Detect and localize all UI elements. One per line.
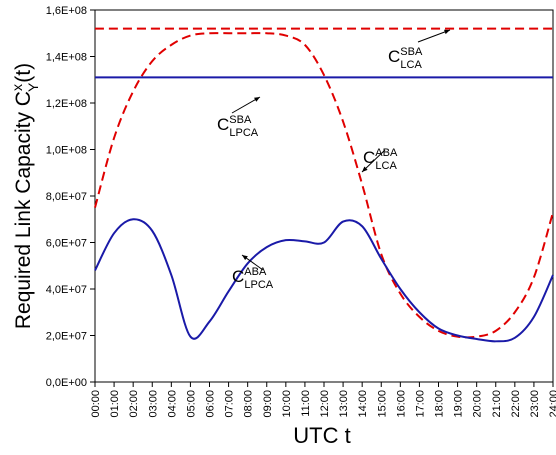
annotation-arrowhead xyxy=(444,29,450,35)
x-tick-label: 24:00 xyxy=(548,390,556,418)
x-tick-label: 17:00 xyxy=(414,390,426,418)
annotation-sup: SBA xyxy=(229,114,252,126)
y-tick-label: 4,0E+07 xyxy=(46,284,87,296)
y-tick-label: 8,0E+07 xyxy=(46,191,87,203)
y-tick-label: 1,2E+08 xyxy=(46,98,87,110)
x-tick-label: 12:00 xyxy=(319,390,331,418)
y-label-sub: Y xyxy=(25,82,41,92)
x-tick-label: 21:00 xyxy=(491,390,503,418)
x-tick-label: 05:00 xyxy=(185,390,197,418)
annotation-sup: ABA xyxy=(244,266,267,278)
y-label-suffix: (t) xyxy=(12,63,35,83)
x-tick-label: 08:00 xyxy=(243,390,255,418)
y-axis-label: Required Link Capacity CxY(t) xyxy=(9,63,41,329)
annotation: CSBA LCA xyxy=(388,46,423,71)
y-tick-label: 2,0E+07 xyxy=(46,331,87,343)
x-tick-label: 02:00 xyxy=(128,390,140,418)
y-tick-label: 1,4E+08 xyxy=(46,52,87,64)
annotation-sub: LPCA xyxy=(244,279,273,291)
x-tick-label: 03:00 xyxy=(147,390,159,418)
x-tick-label: 20:00 xyxy=(472,390,484,418)
x-tick-label: 04:00 xyxy=(166,390,178,418)
x-tick-label: 13:00 xyxy=(338,390,350,418)
x-tick-label: 09:00 xyxy=(262,390,274,418)
x-tick-label: 11:00 xyxy=(300,390,312,417)
x-tick-label: 07:00 xyxy=(224,390,236,418)
x-tick-label: 18:00 xyxy=(434,390,446,418)
annotation: CSBA LPCA xyxy=(217,114,259,139)
series-line xyxy=(94,218,554,343)
y-tick-label: 6,0E+07 xyxy=(46,238,87,250)
annotation: CABA LCA xyxy=(363,147,398,172)
annotation-main: C xyxy=(217,115,229,134)
annotation-sup: ABA xyxy=(375,147,398,159)
x-tick-label: 19:00 xyxy=(453,390,465,418)
annotation-arrowhead xyxy=(242,255,248,261)
x-tick-label: 06:00 xyxy=(205,390,217,418)
x-tick-label: 15:00 xyxy=(376,390,388,418)
x-tick-label: 14:00 xyxy=(357,390,369,418)
annotation: CABA LPCA xyxy=(232,266,274,291)
annotation-sub: LCA xyxy=(375,160,397,172)
annotation-sub: LCA xyxy=(400,59,422,71)
x-tick-label: 10:00 xyxy=(281,390,293,418)
x-tick-label: 16:00 xyxy=(395,390,407,418)
series-line xyxy=(94,32,554,339)
annotation-sup: SBA xyxy=(400,46,423,58)
annotation-arrow xyxy=(417,29,451,43)
y-label-sup: x xyxy=(9,84,25,91)
x-tick-label: 00:00 xyxy=(90,390,102,418)
annotation-main: C xyxy=(232,267,244,286)
y-tick-label: 0,0E+00 xyxy=(46,377,87,389)
x-tick-label: 01:00 xyxy=(109,390,121,418)
x-axis-label: UTC t xyxy=(293,423,350,448)
x-tick-label: 23:00 xyxy=(529,390,541,418)
annotation-main: C xyxy=(388,47,400,66)
y-tick-label: 1,6E+08 xyxy=(46,5,87,17)
plot-area xyxy=(94,9,554,383)
annotation-arrowhead xyxy=(362,166,368,172)
annotation-arrowhead xyxy=(254,97,260,102)
annotation-sub: LPCA xyxy=(229,127,258,139)
y-tick-label: 1,0E+08 xyxy=(46,145,87,157)
annotation-main: C xyxy=(363,148,375,167)
y-label-text: Required Link Capacity C xyxy=(12,91,35,329)
x-tick-label: 22:00 xyxy=(510,390,522,418)
